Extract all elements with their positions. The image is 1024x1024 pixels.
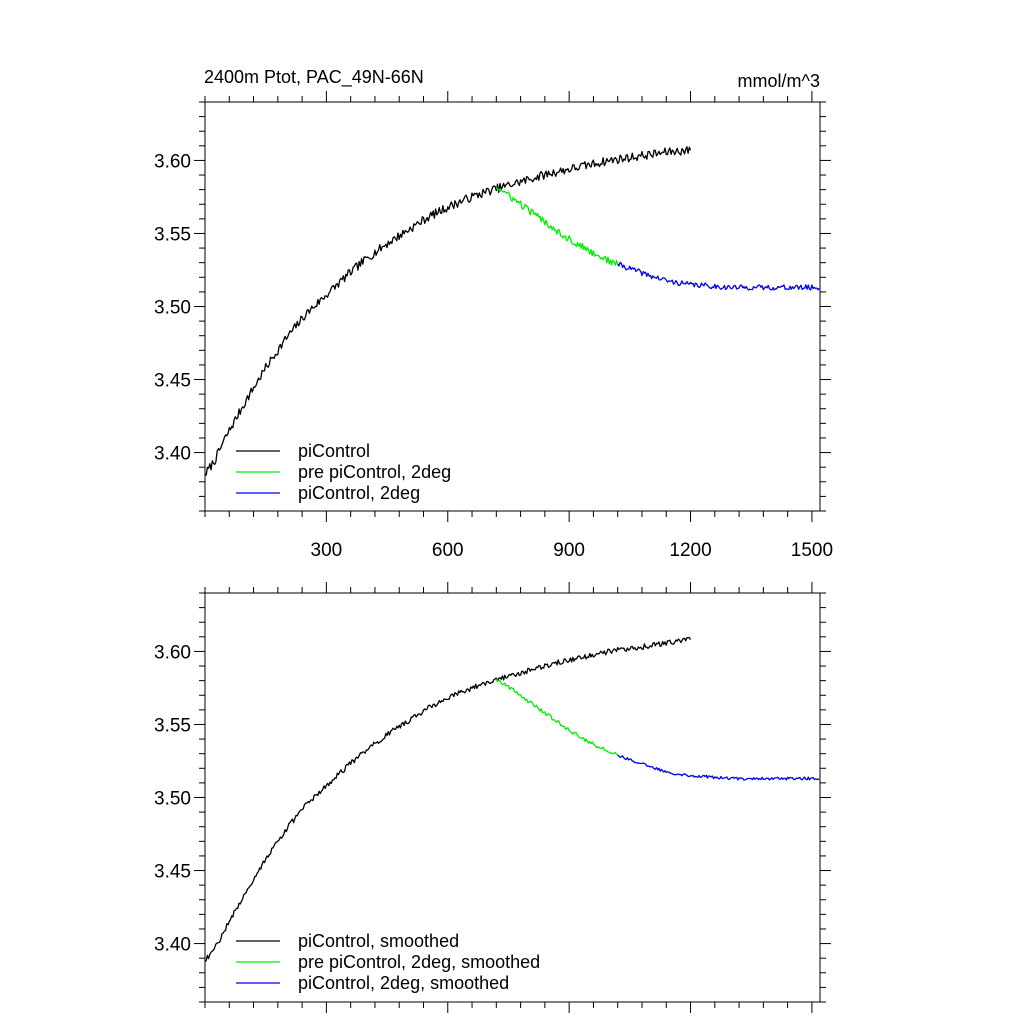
y-tick-label: 3.40	[154, 444, 191, 465]
legend-label-picontrol-2deg: piControl, 2deg	[298, 483, 420, 503]
x-tick-label: 1200	[669, 540, 711, 561]
legend-label-pre-picontrol-2deg: pre piControl, 2deg	[298, 462, 451, 482]
y-tick-label: 3.45	[154, 371, 191, 392]
y-tick-label: 3.60	[154, 151, 191, 172]
chart-title: 2400m Ptot, PAC_49N-66N	[204, 67, 424, 88]
x-tick-label: 900	[553, 540, 585, 561]
legend: piControl pre piControl, 2deg piControl,…	[236, 441, 451, 503]
series-line-picontrol-2deg	[617, 261, 820, 291]
series-line-picontrol-smoothed	[204, 636, 692, 962]
bottom-panel: 3.40 3.45 3.50 3.55 3.60 piControl, smoo…	[154, 582, 831, 1013]
series-line-picontrol-2deg-smoothed	[617, 754, 820, 781]
legend-label-picontrol-smoothed: piControl, smoothed	[298, 931, 459, 951]
y-tick-label: 3.40	[154, 935, 191, 956]
y-tick-label: 3.55	[154, 224, 191, 245]
y-tick-label: 3.55	[154, 715, 191, 736]
legend-label-picontrol-2deg-smoothed: piControl, 2deg, smoothed	[298, 973, 509, 993]
y-tick-label: 3.50	[154, 789, 191, 810]
top-panel: 2400m Ptot, PAC_49N-66N mmol/m^3 3.40 3.…	[154, 67, 833, 561]
tick-marks	[194, 582, 831, 1013]
y-tick-label: 3.45	[154, 862, 191, 883]
legend-label-pre-picontrol-2deg-smoothed: pre piControl, 2deg, smoothed	[298, 952, 540, 972]
series-line-pre-picontrol-2deg-smoothed	[495, 678, 619, 756]
series-lines	[204, 636, 820, 962]
x-tick-label: 300	[311, 540, 343, 561]
y-tick-labels: 3.40 3.45 3.50 3.55 3.60	[154, 642, 191, 955]
series-line-pre-picontrol-2deg	[495, 186, 619, 266]
y-tick-label: 3.50	[154, 298, 191, 319]
units-label: mmol/m^3	[738, 71, 820, 91]
y-tick-labels: 3.40 3.45 3.50 3.55 3.60	[154, 151, 191, 464]
tick-marks	[194, 91, 831, 522]
series-lines	[204, 146, 820, 476]
x-tick-labels: 300 600 900 1200 1500	[311, 540, 834, 561]
series-line-picontrol	[204, 146, 692, 476]
x-tick-label: 600	[432, 540, 464, 561]
x-tick-label: 1500	[791, 540, 833, 561]
legend-label-picontrol: piControl	[298, 441, 370, 461]
legend: piControl, smoothed pre piControl, 2deg,…	[236, 931, 540, 993]
y-tick-label: 3.60	[154, 642, 191, 663]
